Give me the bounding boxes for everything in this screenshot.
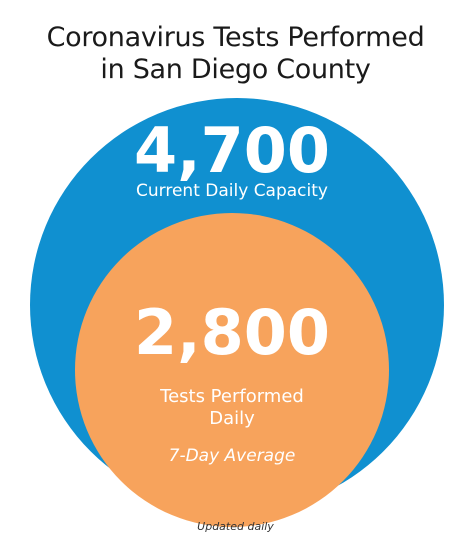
performed-label-line-1: Tests Performed (159, 386, 304, 407)
title-line-2: in San Diego County (100, 54, 371, 85)
performed-circle (75, 213, 389, 527)
average-label: 7-Day Average (169, 446, 296, 466)
capacity-value: 4,700 (134, 114, 330, 187)
title-line-1: Coronavirus Tests Performed (46, 22, 425, 53)
performed-label-line-2: Daily (209, 408, 255, 429)
performed-value: 2,800 (134, 296, 330, 369)
footnote: Updated daily (197, 520, 274, 533)
page-title: Coronavirus Tests Performed in San Diego… (0, 22, 471, 86)
capacity-label: Current Daily Capacity (136, 181, 328, 201)
